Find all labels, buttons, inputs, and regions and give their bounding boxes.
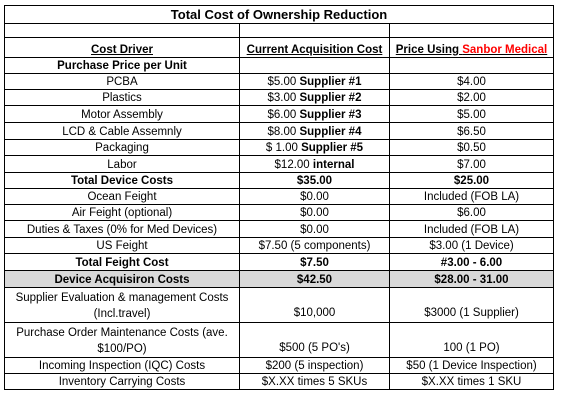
row-price: $0.50 [389, 139, 554, 156]
row-label: Purchase Order Maintenance Costs (ave. $1… [4, 322, 240, 358]
row-label-line1: Purchase Order Maintenance Costs (ave. [16, 327, 228, 339]
blank-cell [239, 23, 390, 38]
row-price: $3000 (1 Supplier) [389, 287, 554, 323]
row-current: $200 (5 inspection) [239, 357, 390, 374]
row-price: $X.XX times 1 SKU [389, 373, 554, 390]
current-amount: $5.00 [267, 76, 300, 88]
row-price: $7.00 [389, 155, 554, 173]
row-label: US Feight [4, 237, 240, 254]
row-label: Supplier Evaluation & management Costs (I… [4, 287, 240, 323]
row-label-line2: (Incl.travel) [93, 308, 151, 320]
header-cost-driver: Cost Driver [4, 37, 240, 58]
row-current: $500 (5 PO's) [239, 322, 390, 358]
current-supplier: Supplier #5 [301, 142, 364, 154]
row-label: Inventory Carrying Costs [4, 373, 240, 390]
current-supplier: Supplier #1 [299, 76, 362, 88]
row-price: 100 (1 PO) [389, 322, 554, 358]
row-label: PCBA [4, 73, 240, 90]
row-price: Included (FOB LA) [389, 220, 554, 238]
row-price: $3.00 (1 Device) [389, 237, 554, 254]
tco-table: Total Cost of Ownership Reduction Cost D… [4, 5, 554, 390]
current-supplier: Supplier #3 [299, 109, 362, 121]
row-current: $0.00 [239, 204, 390, 221]
row-label: Packaging [4, 139, 240, 156]
row-current: $12.00 internal [239, 155, 390, 173]
current-amount: $3.00 [267, 92, 300, 104]
row-current: $6.00 Supplier #3 [239, 105, 390, 123]
row-label: Motor Assembly [4, 105, 240, 123]
current-amount: $8.00 [267, 126, 300, 138]
row-price: $6.00 [389, 204, 554, 221]
row-price: $50 (1 Device Inspection) [389, 357, 554, 374]
row-current: $ 1.00 Supplier #5 [239, 139, 390, 156]
row-price: $4.00 [389, 73, 554, 90]
header-brand: Sanbor Medical [462, 44, 548, 56]
row-label: Labor [4, 155, 240, 173]
row-label: Duties & Taxes (0% for Med Devices) [4, 220, 240, 238]
row-current [239, 57, 390, 74]
blank-cell [4, 23, 240, 38]
row-label: Total Device Costs [4, 172, 240, 189]
row-current: $10,000 [239, 287, 390, 323]
current-amount: $ 1.00 [265, 142, 302, 154]
table-title: Total Cost of Ownership Reduction [4, 5, 554, 24]
row-current: $7.50 (5 components) [239, 237, 390, 254]
row-current: $42.50 [239, 270, 390, 288]
header-price-prefix: Price Using [395, 44, 463, 56]
current-supplier: Supplier #4 [299, 126, 362, 138]
row-price: Included (FOB LA) [389, 188, 554, 205]
row-price [389, 57, 554, 74]
row-current: $0.00 [239, 188, 390, 205]
row-label: Incoming Inspection (IQC) Costs [4, 357, 240, 374]
current-supplier: Supplier #2 [299, 92, 362, 104]
row-price: $2.00 [389, 89, 554, 106]
row-current: $3.00 Supplier #2 [239, 89, 390, 106]
row-price: $5.00 [389, 105, 554, 123]
row-label: Air Feight (optional) [4, 204, 240, 221]
row-label: Total Feight Cost [4, 253, 240, 271]
row-price: $25.00 [389, 172, 554, 189]
row-label: Ocean Feight [4, 188, 240, 205]
current-amount: $12.00 [274, 159, 313, 171]
current-amount: $6.00 [267, 109, 300, 121]
row-label: Device Acquisiron Costs [4, 270, 240, 288]
row-label-line1: Supplier Evaluation & management Costs [15, 292, 229, 304]
row-current: $35.00 [239, 172, 390, 189]
header-current-cost: Current Acquisition Cost [239, 37, 390, 58]
row-label: Plastics [4, 89, 240, 106]
row-label: Purchase Price per Unit [4, 57, 240, 74]
current-supplier: internal [312, 159, 355, 171]
row-price: #3.00 - 6.00 [389, 253, 554, 271]
row-price: $6.50 [389, 122, 554, 140]
row-current: $8.00 Supplier #4 [239, 122, 390, 140]
row-label-line2: $100/PO) [97, 343, 147, 355]
row-label: LCD & Cable Assemnly [4, 122, 240, 140]
row-current: $0.00 [239, 220, 390, 238]
header-price-using: Price Using Sanbor Medical [389, 37, 554, 58]
row-current: $7.50 [239, 253, 390, 271]
row-current: $X.XX times 5 SKUs [239, 373, 390, 390]
row-current: $5.00 Supplier #1 [239, 73, 390, 90]
row-price: $28.00 - 31.00 [389, 270, 554, 288]
blank-cell [389, 23, 554, 38]
